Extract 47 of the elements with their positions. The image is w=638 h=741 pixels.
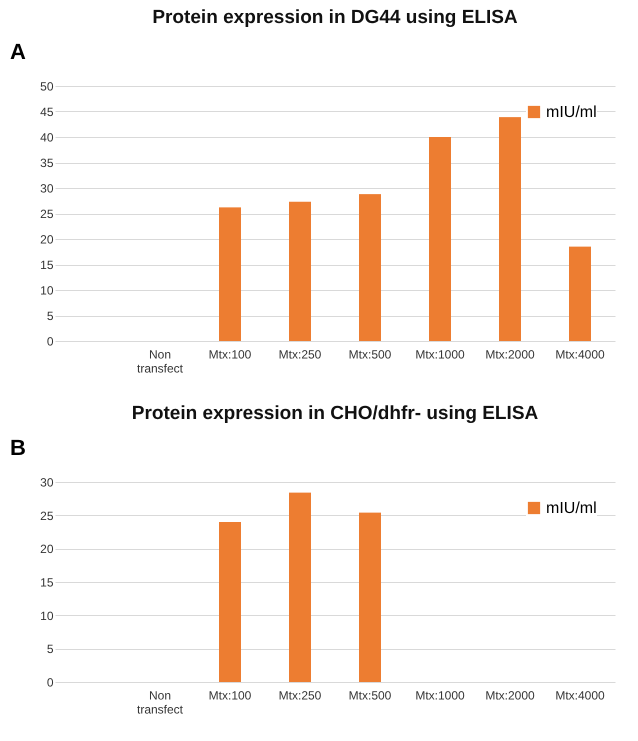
bar bbox=[569, 246, 591, 341]
bar bbox=[219, 207, 241, 341]
bar bbox=[289, 492, 311, 682]
x-tick-label: Mtx:250 bbox=[278, 348, 322, 362]
x-tick-label: Mtx:4000 bbox=[555, 348, 606, 362]
bar bbox=[289, 202, 311, 341]
x-tick-label: Non transfect bbox=[136, 348, 184, 376]
x-tick-label: Mtx:250 bbox=[278, 688, 322, 702]
y-tick-label: 5 bbox=[46, 309, 54, 323]
y-tick-label: 20 bbox=[40, 542, 54, 556]
x-tick-label: Mtx:2000 bbox=[485, 688, 536, 702]
y-tick-label: 5 bbox=[46, 642, 54, 656]
bar bbox=[359, 194, 381, 341]
legend-label: mIU/ml bbox=[546, 104, 597, 121]
text: A bbox=[10, 39, 26, 64]
y-tick-label: 20 bbox=[40, 232, 54, 246]
x-tick-label: Non transfect bbox=[136, 688, 184, 716]
x-tick-label: Mtx:1000 bbox=[415, 688, 466, 702]
y-tick-label: 0 bbox=[46, 676, 54, 690]
y-tick-label: 10 bbox=[40, 608, 54, 623]
y-tick-label: 15 bbox=[40, 258, 54, 272]
x-tick-label: Mtx:500 bbox=[348, 688, 392, 702]
y-tick-label: 10 bbox=[40, 284, 54, 298]
bar bbox=[219, 522, 241, 682]
bar bbox=[359, 512, 381, 682]
y-tick-label: 0 bbox=[46, 334, 54, 348]
bar bbox=[499, 117, 521, 341]
x-tick-label: Mtx:4000 bbox=[555, 688, 606, 702]
chart-title: Protein expression in CHO/dhfr- using ELISA bbox=[132, 403, 538, 424]
x-tick-label: Mtx:1000 bbox=[415, 348, 466, 362]
bar bbox=[429, 137, 451, 341]
y-tick-label: 30 bbox=[40, 476, 54, 490]
legend-label: mIU/ml bbox=[546, 500, 597, 517]
y-tick-label: 50 bbox=[40, 80, 54, 94]
y-tick-label: 15 bbox=[40, 576, 54, 590]
x-tick-label: Mtx:100 bbox=[208, 688, 252, 702]
x-tick-label: Mtx:2000 bbox=[485, 348, 536, 362]
x-tick-label: Mtx:100 bbox=[208, 348, 252, 362]
x-tick-label: Mtx:500 bbox=[348, 348, 392, 362]
text: B bbox=[10, 435, 26, 460]
y-tick-label: 25 bbox=[40, 508, 54, 523]
y-tick-label: 30 bbox=[40, 182, 54, 196]
y-tick-label: 45 bbox=[40, 105, 54, 119]
y-tick-label: 25 bbox=[40, 207, 54, 221]
y-tick-label: 35 bbox=[40, 156, 54, 170]
chart-title: Protein expression in DG44 using ELISA bbox=[152, 7, 518, 28]
y-tick-label: 40 bbox=[40, 130, 54, 144]
